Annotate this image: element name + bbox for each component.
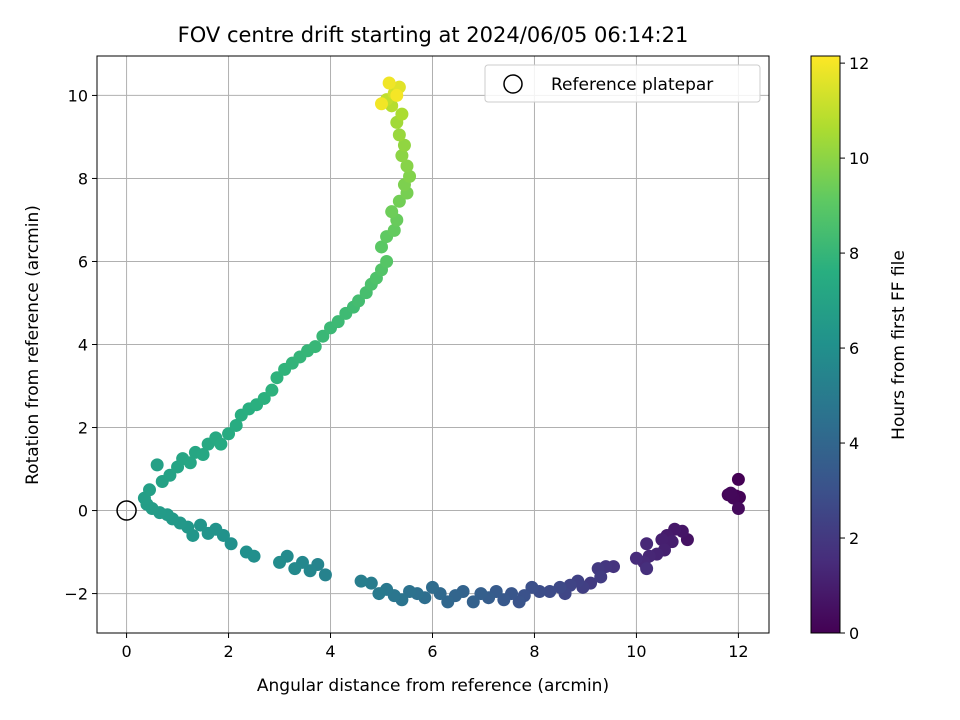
data-point (352, 294, 366, 308)
reference-point-circle (116, 500, 137, 521)
data-point (288, 562, 302, 576)
data-point (214, 437, 228, 451)
data-point (375, 240, 389, 254)
data-point (316, 329, 330, 343)
data-point (308, 340, 322, 354)
y-tick-label: 8 (78, 169, 88, 188)
data-point (390, 88, 404, 102)
data-point (375, 97, 389, 111)
y-tick-label: 0 (78, 502, 88, 521)
data-point (385, 205, 399, 219)
x-tick-label: 6 (427, 642, 437, 661)
y-tick-label: 4 (78, 336, 88, 355)
data-point (553, 580, 567, 594)
data-point (466, 595, 480, 609)
data-point (655, 533, 669, 547)
data-point (392, 194, 406, 208)
data-point (395, 149, 409, 163)
data-point (372, 587, 386, 601)
data-point (183, 456, 197, 470)
legend: Reference platepar (484, 64, 761, 103)
data-point (594, 570, 608, 584)
data-point (382, 76, 396, 90)
colorbar-label: Hours from first FF file (889, 250, 909, 440)
data-point (497, 593, 511, 607)
data-point (392, 128, 406, 142)
data-point (150, 458, 164, 472)
data-point (303, 564, 317, 578)
y-tick-label: 10 (68, 86, 88, 105)
data-point (265, 383, 279, 397)
colorbar: 0 2 4 6 8 10 12 Hours from first FF file (810, 54, 909, 643)
x-tick-label: 4 (325, 642, 335, 661)
x-tick-label: 0 (121, 642, 131, 661)
data-point (629, 551, 643, 565)
data-point (229, 418, 243, 432)
data-point (543, 584, 557, 598)
data-point (474, 587, 488, 601)
colorbar-gradient (810, 55, 841, 634)
colorbar-tick-label: 4 (849, 434, 859, 453)
data-point (525, 580, 539, 594)
data-point (395, 107, 409, 121)
data-point (163, 468, 177, 482)
x-tick-label: 12 (728, 642, 748, 661)
data-points (137, 76, 746, 609)
data-point (196, 448, 210, 462)
data-point (724, 486, 738, 500)
x-tick-label: 8 (529, 642, 539, 661)
x-axis-label: Angular distance from reference (arcmin) (257, 676, 609, 696)
data-point (194, 518, 208, 532)
data-point (403, 169, 417, 183)
data-point (239, 545, 253, 559)
data-point (331, 315, 345, 329)
data-point (425, 580, 439, 594)
data-point (270, 371, 284, 385)
data-point (387, 223, 401, 237)
legend-box (484, 64, 761, 103)
data-point (397, 138, 411, 152)
plot-frame (96, 55, 770, 634)
data-point (512, 595, 526, 609)
data-point (380, 254, 394, 268)
y-tick-label: 2 (78, 419, 88, 438)
x-tick-label: 10 (626, 642, 646, 661)
colorbar-tick-label: 10 (849, 149, 869, 168)
chart-title: FOV centre drift starting at 2024/06/05 … (178, 23, 689, 47)
colorbar-tick-label: 8 (849, 244, 859, 263)
colorbar-tick-label: 0 (849, 624, 859, 643)
data-point (640, 562, 654, 576)
data-point (201, 526, 215, 540)
colorbar-tick-label: 6 (849, 339, 859, 358)
data-point (257, 391, 271, 405)
reference-point-marker (116, 500, 137, 521)
data-point (318, 568, 332, 582)
data-point (731, 501, 745, 515)
data-point (224, 537, 238, 551)
data-point (665, 535, 679, 549)
y-tick-label: 6 (78, 252, 88, 271)
data-point (441, 595, 455, 609)
y-tick-label: −2 (64, 585, 88, 604)
data-point (143, 483, 157, 497)
data-point (354, 574, 368, 588)
y-axis-label: Rotation from reference (arcmin) (23, 205, 43, 485)
data-point (400, 159, 414, 173)
x-tick-label: 2 (223, 642, 233, 661)
legend-entry-reference-platepar: Reference platepar (551, 75, 713, 95)
colorbar-ticks: 0 2 4 6 8 10 12 (840, 54, 869, 643)
x-axis-ticks: 0 2 4 6 8 10 12 (121, 633, 749, 661)
data-point (403, 584, 417, 598)
data-point (364, 576, 378, 590)
colorbar-tick-label: 2 (849, 529, 859, 548)
legend-reference-marker (503, 74, 523, 94)
data-point (222, 427, 236, 441)
data-point (273, 555, 287, 569)
colorbar-tick-label: 12 (849, 54, 869, 73)
data-point (731, 472, 745, 486)
y-axis-ticks: −2 0 2 4 6 8 10 (64, 86, 97, 604)
data-point (640, 537, 654, 551)
